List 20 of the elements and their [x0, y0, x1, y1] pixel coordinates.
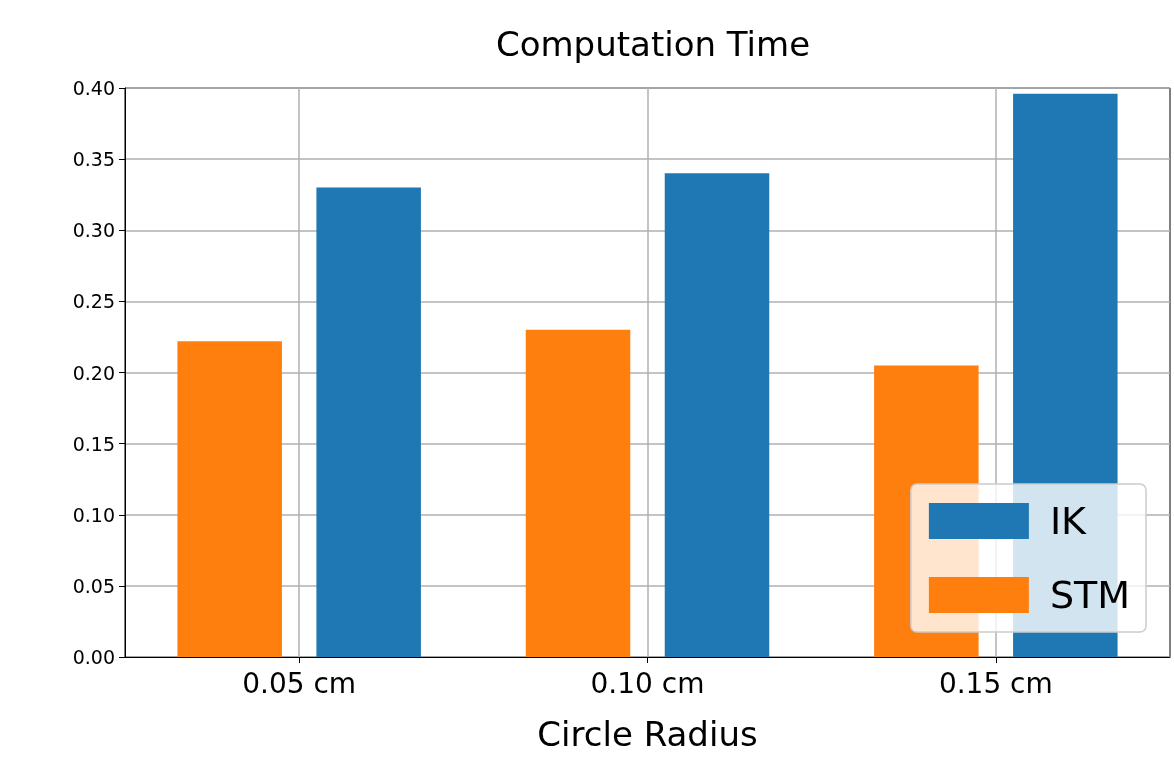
x-tick-label: 0.15 cm: [938, 666, 1053, 700]
bar: [525, 329, 631, 657]
bar: [177, 341, 282, 657]
y-tick-label: 0.25: [72, 290, 115, 313]
y-tick-label: 0.30: [72, 219, 115, 242]
y-tick-label: 0.15: [72, 432, 115, 455]
y-tick-label: 0.05: [72, 574, 115, 597]
y-tick-label: 0.35: [72, 148, 115, 171]
x-tick-label: 0.10 cm: [590, 666, 705, 700]
y-tick-label: 0.00: [72, 646, 115, 668]
y-tick-label: 0.20: [72, 361, 115, 384]
legend-label: IK: [1049, 499, 1088, 543]
bar: [316, 187, 421, 657]
x-axis-title: Circle Radius: [537, 714, 758, 754]
chart-title: Computation Time: [495, 24, 811, 64]
x-tick-label: 0.05 cm: [242, 666, 357, 700]
y-tick-label: 0.10: [72, 503, 115, 526]
legend-label: STM: [1049, 573, 1131, 617]
y-tick-label: 0.40: [72, 77, 115, 99]
bar: [664, 173, 770, 657]
